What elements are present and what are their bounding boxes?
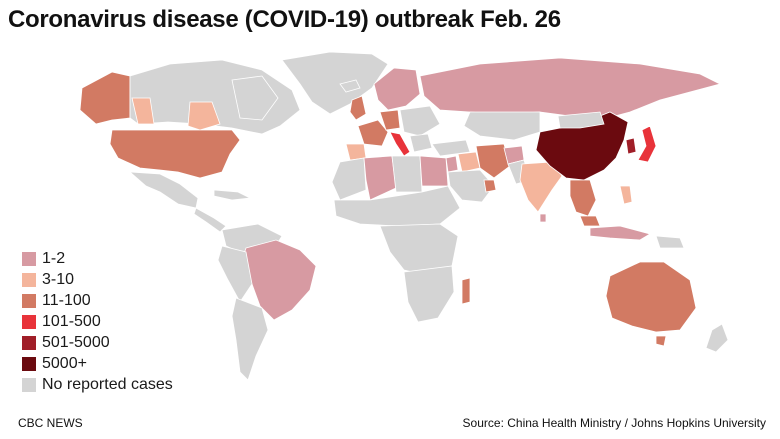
- region-sri-lanka: [539, 213, 547, 223]
- region-lebanon-israel: [445, 155, 459, 173]
- region-eastern-europe: [399, 105, 441, 137]
- region-iraq: [457, 151, 481, 173]
- region-uk: [349, 95, 367, 121]
- region-libya: [391, 155, 423, 193]
- region-mongolia: [557, 111, 605, 129]
- region-malaysia: [579, 215, 601, 227]
- region-iceland: [339, 79, 361, 93]
- region-alaska: [79, 71, 131, 125]
- legend-swatch: [22, 314, 36, 329]
- legend-item: 501-5000: [22, 332, 173, 353]
- region-scandinavia: [373, 67, 421, 111]
- region-russia: [419, 57, 722, 121]
- legend-item: 11-100: [22, 290, 173, 311]
- region-egypt: [419, 155, 449, 187]
- region-saudi-arabia: [447, 169, 495, 203]
- region-spain: [345, 143, 367, 161]
- region-japan: [637, 125, 657, 163]
- region-central-asia: [463, 111, 541, 141]
- world-map: [0, 40, 780, 400]
- region-iran: [475, 143, 511, 179]
- legend-swatch: [22, 293, 36, 308]
- legend-label: 3-10: [42, 270, 75, 288]
- region-south-korea: [625, 137, 637, 155]
- region-germany: [379, 109, 401, 131]
- legend-label: 501-5000: [42, 333, 110, 351]
- region-caribbean: [213, 189, 252, 201]
- legend-item: 101-500: [22, 311, 173, 332]
- legend-label: 11-100: [42, 291, 91, 309]
- region-argentina-chile: [231, 297, 269, 381]
- region-australia: [605, 261, 697, 333]
- world-map-svg: [79, 51, 729, 381]
- map-title: Coronavirus disease (COVID-19) outbreak …: [8, 6, 561, 33]
- region-indonesia: [589, 225, 652, 241]
- region-north-africa-west: [331, 157, 367, 201]
- region-southern-africa: [403, 265, 455, 323]
- region-madagascar: [461, 277, 471, 305]
- legend-swatch: [22, 377, 36, 392]
- region-southeast-asia: [569, 179, 597, 217]
- legend-label: 5000+: [42, 354, 87, 372]
- legend-swatch: [22, 272, 36, 287]
- region-png: [655, 235, 685, 249]
- region-china: [535, 111, 629, 181]
- legend-item: 3-10: [22, 269, 173, 290]
- legend-swatch: [22, 335, 36, 350]
- legend-item: 5000+: [22, 353, 173, 374]
- region-balkans: [409, 133, 433, 153]
- region-turkey: [431, 139, 471, 157]
- legend-swatch: [22, 251, 36, 266]
- region-new-zealand: [705, 323, 729, 353]
- legend-label: No reported cases: [42, 375, 173, 393]
- region-mexico: [128, 171, 199, 209]
- region-tasmania: [655, 335, 667, 347]
- source-note: Source: China Health Ministry / Johns Ho…: [462, 416, 766, 430]
- region-central-america: [193, 207, 227, 233]
- region-sahel: [333, 185, 461, 227]
- region-algeria: [363, 155, 397, 201]
- region-usa: [109, 129, 241, 179]
- region-canada-bc: [131, 97, 155, 125]
- legend-label: 101-500: [42, 312, 101, 330]
- map-legend: 1-2 3-10 11-100 101-500 501-5000 5000+ N…: [22, 248, 173, 395]
- legend-item: 1-2: [22, 248, 173, 269]
- legend-item: No reported cases: [22, 374, 173, 395]
- region-italy: [389, 131, 411, 157]
- region-philippines: [619, 185, 633, 205]
- news-credit: CBC NEWS: [18, 416, 83, 430]
- region-france: [357, 119, 389, 147]
- region-gulf-states: [483, 179, 497, 193]
- region-canada-quebec: [231, 75, 279, 121]
- region-canada-ontario: [187, 101, 221, 131]
- legend-swatch: [22, 356, 36, 371]
- legend-label: 1-2: [42, 249, 66, 267]
